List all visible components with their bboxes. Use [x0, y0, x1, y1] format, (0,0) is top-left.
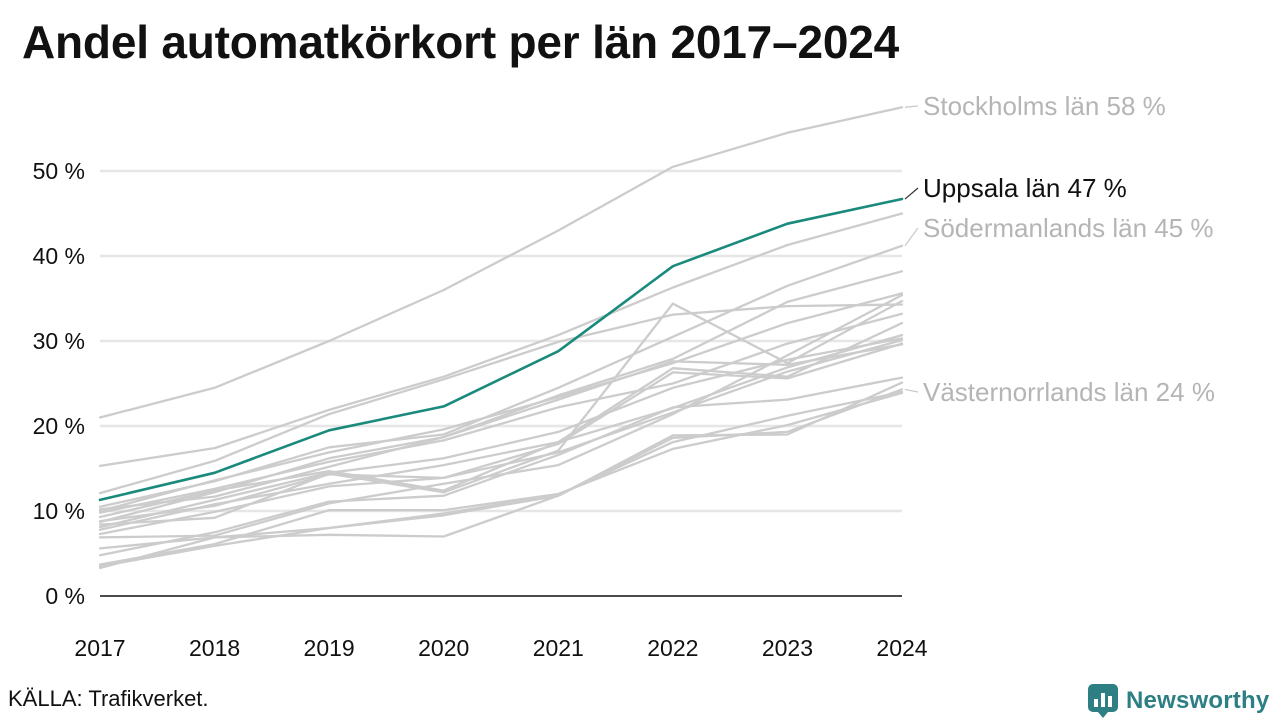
- end-label-leader: [904, 187, 919, 200]
- end-label: Södermanlands län 45 %: [923, 213, 1214, 243]
- x-tick-label: 2023: [762, 635, 813, 661]
- y-tick-label: 10 %: [33, 498, 85, 524]
- y-tick-label: 50 %: [33, 158, 85, 184]
- brand-name: Newsworthy: [1126, 687, 1270, 714]
- end-label: Uppsala län 47 %: [923, 173, 1127, 203]
- x-axis-ticks: 2017 2018 2019 2020 2021 2022 2023 2024: [74, 635, 927, 661]
- series-line: [98, 312, 904, 514]
- series-line: [98, 391, 904, 566]
- x-tick-label: 2018: [189, 635, 240, 661]
- x-tick-label: 2017: [74, 635, 125, 661]
- end-label: Västernorrlands län 24 %: [923, 377, 1215, 407]
- gridlines: [100, 169, 902, 597]
- highlight-series-lines: [98, 197, 904, 502]
- series-line: [98, 299, 904, 526]
- y-axis-ticks: 0 % 10 % 20 % 30 % 40 % 50 %: [33, 158, 85, 609]
- series-line: [98, 321, 904, 519]
- end-label: Stockholms län 58 %: [923, 91, 1166, 121]
- series-line: [98, 270, 904, 524]
- series-line: [98, 292, 904, 513]
- end-label-leader: [904, 227, 919, 247]
- series-line: [98, 106, 904, 419]
- series-line: [98, 212, 904, 468]
- end-labels: Stockholms län 58 % Uppsala län 47 % Söder…: [904, 91, 1215, 407]
- series-line: [98, 376, 904, 557]
- x-tick-label: 2019: [304, 635, 355, 661]
- x-tick-label: 2024: [876, 635, 927, 661]
- source-note: KÄLLA: Trafikverket.: [8, 686, 209, 711]
- series-line: [98, 343, 904, 511]
- y-tick-label: 40 %: [33, 243, 85, 269]
- end-label-leader: [904, 388, 919, 393]
- context-series-lines: [98, 106, 904, 570]
- series-line: [98, 303, 904, 495]
- y-tick-label: 20 %: [33, 413, 85, 439]
- brand-logo: Newsworthy: [1088, 684, 1269, 718]
- series-line: [98, 381, 904, 570]
- series-line: [98, 342, 904, 523]
- newsworthy-logo-icon: [1088, 684, 1118, 718]
- x-tick-label: 2020: [418, 635, 469, 661]
- series-line: [98, 390, 904, 568]
- y-tick-label: 30 %: [33, 328, 85, 354]
- end-label-leader: [904, 105, 919, 108]
- chart-title: Andel automatkörkort per län 2017–2024: [22, 16, 899, 68]
- x-tick-label: 2022: [647, 635, 698, 661]
- y-tick-label: 0 %: [45, 583, 85, 609]
- x-tick-label: 2021: [533, 635, 584, 661]
- series-line-highlight: [98, 197, 904, 502]
